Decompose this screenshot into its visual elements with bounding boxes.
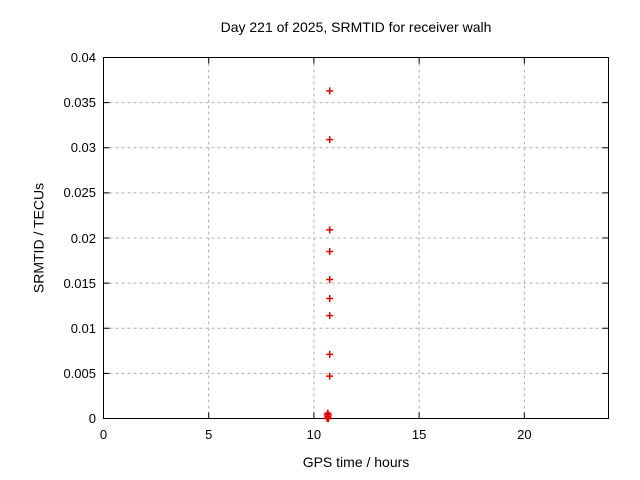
y-tick-label: 0.02 [70,230,96,246]
data-point-marker [326,276,334,284]
y-tick-label: 0.01 [70,320,96,336]
y-tick-label: 0.04 [70,50,96,65]
y-tick-label: 0.005 [63,365,96,381]
data-point-marker [326,87,334,95]
x-tick-label: 5 [205,427,213,442]
plot-border [103,57,609,419]
data-point-marker [326,350,334,358]
data-point-marker [326,372,334,380]
y-tick-label: 0.015 [63,275,96,291]
data-point-marker [326,136,334,144]
chart-title: Day 221 of 2025, SRMTID for receiver wal… [220,19,492,35]
data-point-marker [326,312,334,320]
x-tick-label: 15 [411,427,427,442]
data-point-marker [326,294,334,302]
y-tick-label: 0.03 [70,140,96,156]
x-tick-label: 0 [99,427,108,442]
y-tick-label: 0.025 [63,185,96,201]
x-tick-label: 20 [517,427,532,442]
x-tick-label: 10 [306,427,322,442]
y-tick-label: 0 [88,411,96,426]
data-point-marker [326,248,334,256]
x-axis-title: GPS time / hours [302,454,410,470]
data-point-marker [324,411,332,419]
y-tick-label: 0.035 [63,95,96,111]
data-point-marker [326,226,334,234]
